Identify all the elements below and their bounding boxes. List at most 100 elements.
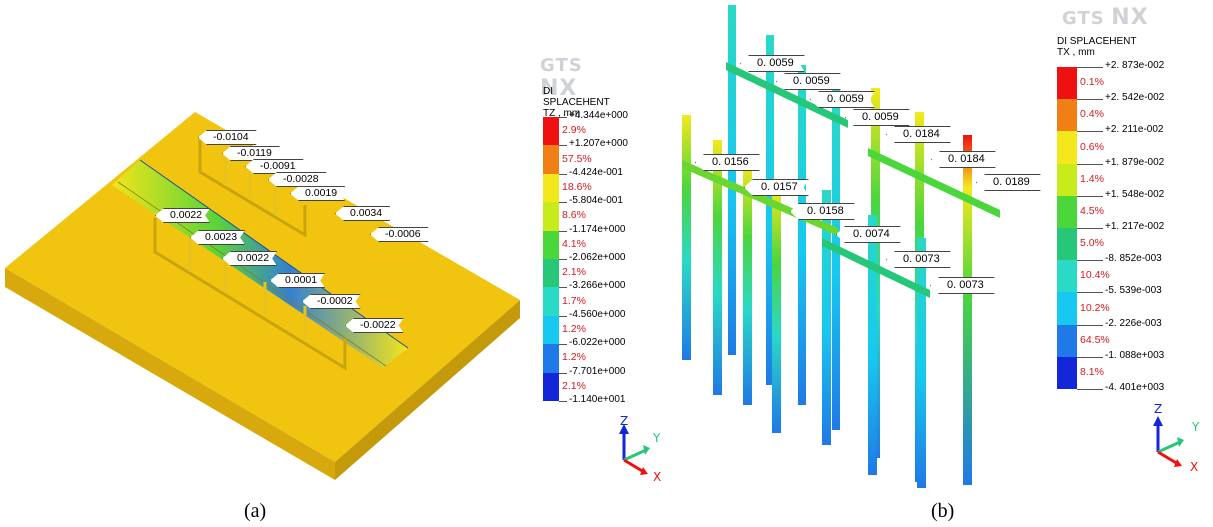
legend-color-band [1057, 195, 1077, 228]
legend-percent: 4.5% [1080, 204, 1104, 217]
legend-percent: 57.5% [562, 152, 592, 165]
legend-percent: 0.6% [1080, 140, 1104, 153]
legend-percent: 4.1% [562, 237, 586, 250]
legend-subtitle: TZ , mm [543, 108, 581, 119]
callout-label: 0. 0073 [886, 251, 951, 268]
axis-z-label: Z [620, 414, 629, 428]
legend-color-band [543, 259, 559, 288]
legend-tick-line [559, 344, 567, 346]
callout-value: 0. 0073 [903, 253, 940, 265]
callout-label: 0. 0189 [976, 174, 1041, 191]
callout-label: -0.0006 [370, 227, 429, 242]
legend-percent: 2.1% [562, 379, 586, 392]
legend-color-band [1057, 163, 1077, 196]
legend-color-band [1057, 292, 1077, 325]
legend-percent: 0.1% [1080, 76, 1104, 89]
legend-tick-label: -4. 401e+003 [1105, 382, 1165, 393]
legend-percent: 1.7% [562, 294, 586, 307]
callout-label: 0. 0059 [810, 91, 875, 108]
legend-tick-label: +2. 873e-002 [1105, 60, 1165, 71]
legend-percent: 8.6% [562, 209, 586, 222]
legend-tick-line [559, 401, 567, 402]
callout-value: 0. 0158 [807, 205, 844, 217]
axis-triad-a [619, 424, 650, 475]
callout-value: 0. 0059 [793, 75, 830, 87]
callout-label: 0. 0184 [886, 126, 951, 143]
legend-percent: 2.1% [562, 266, 586, 279]
caption-a: (a) [244, 500, 267, 522]
legend-tick-label: +4.344e+000 [569, 110, 628, 121]
legend-color-band [543, 202, 559, 231]
legend-color-band [1057, 324, 1077, 357]
legend-percent: 8.1% [1080, 365, 1104, 378]
legend-color-band [543, 344, 559, 373]
callout-label: -0.0002 [302, 294, 361, 309]
legend-tick-line [559, 259, 567, 260]
legend-color-band [1057, 67, 1077, 100]
callout-label: 0.0023 [190, 230, 245, 245]
legend-tick-label: -2. 226e-003 [1105, 317, 1162, 329]
legend-tick-line [1077, 389, 1103, 390]
legend-tick-label: -7.701e+000 [569, 365, 626, 377]
caption-b: (b) [931, 500, 955, 522]
gts-nx-logo: GTS NX [1062, 5, 1149, 30]
callout-label: 0. 0073 [930, 277, 995, 294]
legend-percent: 1.2% [562, 351, 586, 364]
legend-tick-line [1077, 260, 1103, 262]
legend-tick-line [1077, 292, 1103, 294]
legend-percent: 1.2% [562, 323, 586, 335]
legend-tick-label: -4.424e-001 [569, 166, 623, 178]
callout-label: 0. 0059 [740, 55, 805, 72]
legend-percent: 10.4% [1080, 269, 1110, 282]
legend-color-band [543, 145, 559, 174]
legend-tick-line [559, 230, 567, 232]
callout-value: 0. 0059 [757, 57, 794, 69]
logo-brand: GTS [1062, 8, 1105, 29]
legend-tick-line [1077, 228, 1103, 229]
legend-tick-line [559, 173, 567, 175]
callout-value: 0.0001 [285, 274, 318, 286]
legend-subtitle: TX , mm [1057, 47, 1095, 58]
legend-percent: 5.0% [1080, 237, 1104, 250]
legend-title: DI SPLACEHENT [543, 86, 610, 108]
legend-tick-line [1077, 131, 1103, 133]
legend-color-band [543, 173, 559, 203]
callout-value: 0. 0184 [948, 153, 985, 165]
legend-tick-label: -4.560e+000 [569, 308, 626, 320]
callout-label: -0.0104 [198, 130, 257, 145]
callout-label: 0. 0158 [790, 203, 855, 220]
legend-percent: 10.2% [1080, 301, 1110, 314]
callout-label: 0.0022 [222, 251, 277, 266]
callout-value: 0.0022 [237, 252, 270, 264]
legend-title: DI SPLACEHENT [1057, 36, 1137, 47]
callout-label: 0. 0157 [744, 179, 809, 196]
callout-label: -0.0091 [245, 159, 304, 174]
callout-label: 0. 0059 [845, 109, 910, 126]
legend-tick-label: +1. 548e-002 [1105, 188, 1165, 200]
pile-model-b [682, 5, 1000, 488]
callout-value: 0. 0157 [761, 181, 798, 193]
legend-tick-label: +1. 217e-002 [1105, 221, 1165, 232]
gts-nx-logo: GTS NX [540, 55, 600, 101]
callout-label: 0.0001 [270, 273, 325, 288]
legend-tick-line [559, 202, 567, 204]
legend-color-band [543, 117, 559, 146]
callout-value: 0.0023 [205, 231, 238, 243]
panel-a: -0.0104 -0.0119 -0.0091 -0.0028 0.0019 0… [0, 0, 628, 527]
callout-value: 0. 0184 [903, 128, 940, 140]
callout-value: 0. 0074 [853, 228, 890, 240]
legend-tick-label: -5. 539e-003 [1105, 285, 1162, 297]
legend-color-band [1057, 131, 1077, 164]
axis-x-label: X [653, 470, 662, 484]
color-legend: DI SPLACEHENT TZ , mm 2.9% 57.5% 18.6% 8.6%… [543, 86, 628, 406]
legend-tick-line [559, 287, 567, 289]
callout-value: 0.0022 [170, 209, 203, 221]
callout-value: 0.0019 [305, 187, 338, 199]
callout-label: 0.0019 [290, 186, 345, 201]
legend-tick-line [1077, 356, 1103, 358]
legend-tick-label: +1.207e+000 [569, 138, 628, 150]
legend-tick-label: -5.804e-001 [569, 195, 623, 207]
legend-color-band [1057, 99, 1077, 132]
callout-value: 0.0034 [350, 207, 383, 219]
callout-value: 0. 0059 [862, 111, 899, 123]
